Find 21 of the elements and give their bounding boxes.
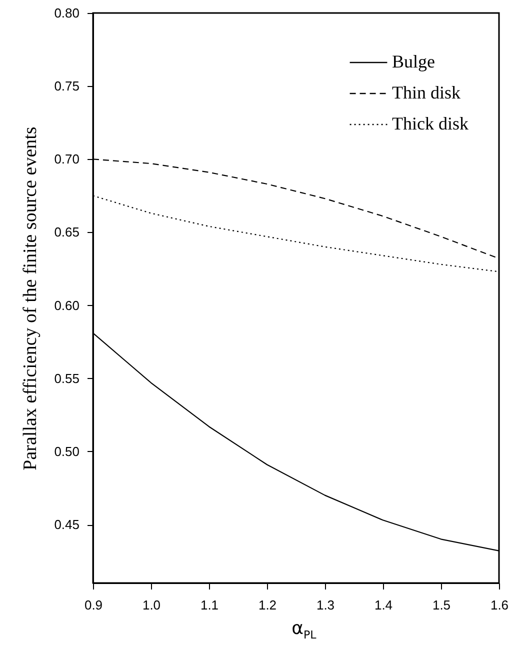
y-tick-label: 0.75 [54,78,80,94]
x-tick-label: 1.5 [432,598,451,612]
y-tick-label: 0.45 [54,517,80,532]
x-tick-label: 1.2 [258,598,277,612]
y-axis-title: Parallax efficiency of the finite source events [20,126,42,470]
legend-label: Bulge [392,52,436,72]
y-tick-label: 0.65 [54,224,80,240]
x-axis-title: α$_{PL}$ [290,618,318,642]
x-tick-label: 1.6 [490,598,509,612]
y-tick-label: 0.50 [54,444,80,459]
x-tick-label: 1.0 [142,598,161,612]
y-tick-label: 0.60 [54,298,80,313]
legend-label: Thick disk [392,114,468,134]
x-tick-label: 0.9 [84,598,103,612]
x-tick-label: 1.1 [200,598,219,612]
y-tick-label: 0.80 [54,6,80,20]
y-tick-label: 0.55 [54,370,80,386]
y-tick-label: 0.70 [54,152,80,167]
x-tick-label: 1.4 [374,598,393,612]
x-tick-label: 1.3 [316,598,335,612]
legend-label: Thin disk [392,82,461,102]
